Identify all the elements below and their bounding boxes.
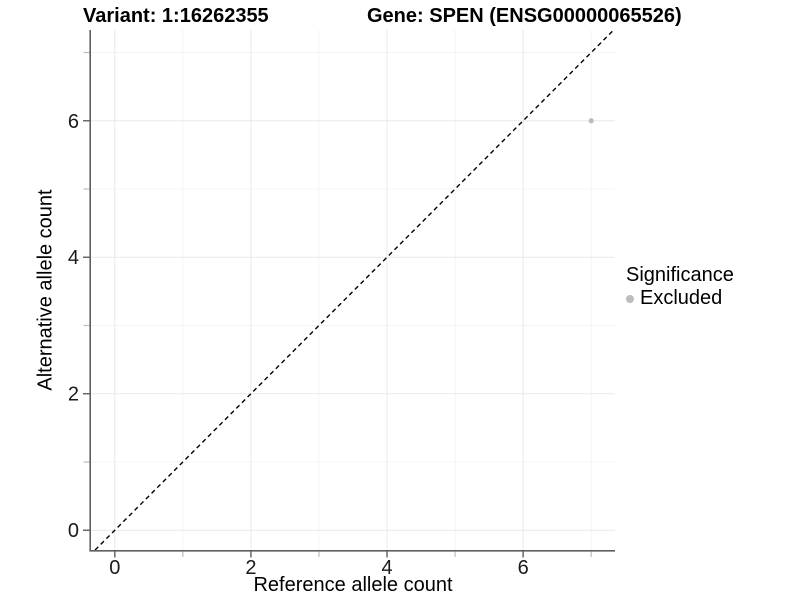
y-axis-title: Alternative allele count: [34, 189, 57, 391]
x-tick-label: 2: [245, 557, 256, 579]
plot-title-gene: Gene: SPEN (ENSG00000065526): [367, 5, 682, 27]
x-tick-label: 4: [381, 557, 392, 579]
x-tick-label: 6: [518, 557, 529, 579]
identity-line: [94, 29, 615, 551]
x-axis-title: Reference allele count: [253, 574, 453, 596]
legend-entry: Excluded: [626, 287, 734, 310]
legend-entry-label: Excluded: [640, 287, 723, 309]
x-tick-label: 0: [109, 557, 120, 579]
y-tick-label: 6: [68, 111, 79, 133]
y-tick-label: 2: [68, 384, 79, 406]
y-tick-label: 0: [68, 520, 79, 542]
y-tick-label: 4: [68, 247, 79, 269]
legend-title: Significance: [626, 264, 734, 286]
legend-point-icon: [626, 294, 634, 303]
data-point: [588, 118, 594, 124]
legend: Significance Excluded: [626, 264, 734, 310]
plot-title-variant: Variant: 1:16262355: [83, 5, 269, 27]
